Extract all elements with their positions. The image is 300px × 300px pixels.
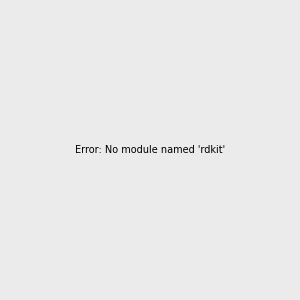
Text: Error: No module named 'rdkit': Error: No module named 'rdkit': [75, 145, 225, 155]
